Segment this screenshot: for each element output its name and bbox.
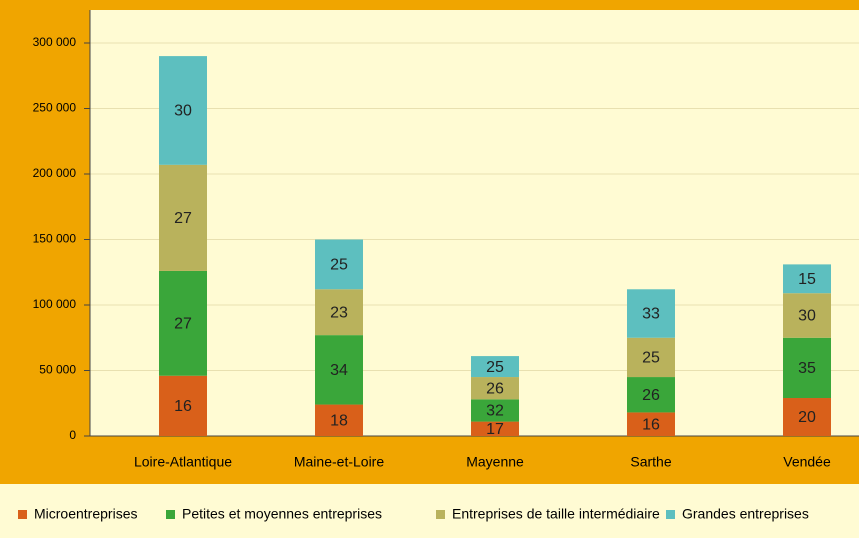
bar-segment	[783, 398, 831, 436]
share-label: 34	[330, 362, 348, 379]
bar-segment	[471, 377, 519, 400]
bar-segment	[627, 412, 675, 436]
bar-segment	[159, 164, 207, 271]
share-label: 25	[486, 359, 504, 376]
share-label: 33	[642, 306, 660, 323]
share-label: 16	[642, 416, 660, 433]
bar-segment	[471, 421, 519, 436]
share-label: 15	[798, 271, 816, 288]
share-label: 32	[486, 403, 504, 420]
bar-segment	[627, 377, 675, 413]
share-label: 30	[174, 103, 192, 120]
y-tick-label: 200 000	[33, 166, 77, 180]
bar-segment	[315, 404, 363, 436]
bar-segment	[627, 289, 675, 338]
share-label: 35	[798, 360, 816, 377]
share-label: 26	[486, 380, 504, 397]
share-label: 27	[174, 210, 192, 227]
bar-segment	[783, 293, 831, 338]
bar-segment	[783, 264, 831, 294]
x-tick-label: Maine-et-Loire	[294, 454, 384, 470]
y-tick-label: 100 000	[33, 297, 77, 311]
y-tick-label: 50 000	[39, 363, 76, 377]
legend-label: Grandes entreprises	[682, 506, 809, 522]
y-tick-label: 250 000	[33, 101, 77, 115]
share-label: 23	[330, 304, 348, 321]
x-tick-label: Loire-Atlantique	[134, 454, 232, 470]
share-label: 25	[330, 257, 348, 274]
bar-segment	[471, 356, 519, 378]
y-tick-label: 150 000	[33, 232, 77, 246]
bar-segment	[783, 337, 831, 399]
y-tick-label: 0	[69, 428, 76, 442]
share-label: 16	[174, 398, 192, 415]
share-label: 17	[486, 421, 504, 438]
bar-segment	[159, 270, 207, 376]
legend-label: Petites et moyennes entreprises	[182, 506, 382, 522]
share-label: 18	[330, 412, 348, 429]
bar-segment	[159, 56, 207, 165]
x-tick-label: Mayenne	[466, 454, 524, 470]
legend-swatch	[18, 510, 27, 519]
legend-area	[0, 484, 859, 538]
bar-segment	[471, 399, 519, 422]
legend-swatch	[436, 510, 445, 519]
bar-segment	[159, 375, 207, 436]
bar-segment	[627, 337, 675, 378]
legend-label: Entreprises de taille intermédiaire	[452, 506, 660, 522]
share-label: 20	[798, 409, 816, 426]
bar-segment	[315, 289, 363, 336]
legend-swatch	[166, 510, 175, 519]
bar-segment	[315, 335, 363, 405]
bar-segment	[315, 239, 363, 290]
share-label: 30	[798, 308, 816, 325]
x-tick-label: Vendée	[783, 454, 831, 470]
x-tick-label: Sarthe	[630, 454, 671, 470]
y-tick-label: 300 000	[33, 35, 77, 49]
share-label: 27	[174, 316, 192, 333]
share-label: 25	[642, 350, 660, 367]
legend-label: Microentreprises	[34, 506, 137, 522]
legend-swatch	[666, 510, 675, 519]
share-label: 26	[642, 387, 660, 404]
